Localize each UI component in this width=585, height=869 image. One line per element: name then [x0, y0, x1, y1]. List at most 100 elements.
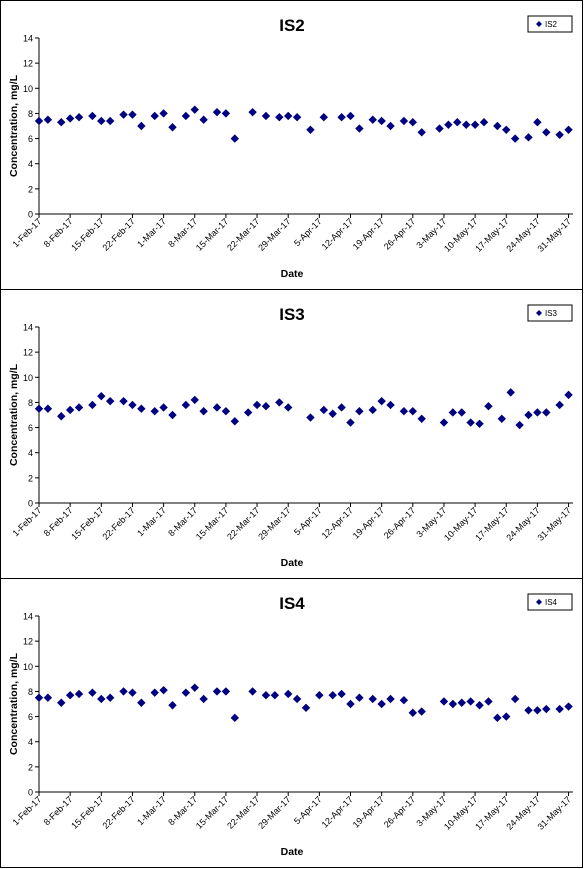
y-tick-label: 4: [28, 737, 33, 747]
x-tick-label: 29-Mar-17: [256, 216, 292, 252]
y-tick-label: 8: [28, 398, 33, 408]
data-point: [301, 703, 311, 712]
legend-box: [527, 15, 573, 33]
legend-box: [527, 593, 573, 611]
data-point: [399, 696, 409, 705]
data-point: [57, 118, 66, 127]
data-point: [128, 400, 137, 410]
data-point: [284, 689, 293, 699]
data-point: [190, 683, 199, 692]
x-tick-label: 15-Mar-17: [194, 216, 230, 252]
x-tick-label: 12-Apr-17: [320, 794, 355, 829]
data-point: [97, 694, 106, 704]
data-point: [346, 111, 355, 121]
data-point: [493, 121, 502, 131]
x-tick-label: 15-Mar-17: [194, 794, 230, 830]
data-point: [168, 123, 177, 132]
data-point: [261, 111, 271, 121]
data-point: [564, 702, 573, 711]
data-point: [386, 694, 395, 704]
data-point: [328, 409, 337, 418]
x-tick-label: 29-Mar-17: [256, 505, 292, 541]
data-point: [408, 118, 417, 127]
y-tick-label: 2: [28, 762, 33, 772]
data-point: [475, 701, 484, 710]
data-point: [555, 130, 564, 139]
y-axis-title: Concentration, mg/L: [8, 652, 20, 755]
data-point: [212, 403, 222, 412]
data-point: [243, 408, 253, 417]
data-point: [150, 111, 159, 121]
chart-title-is3: IS3: [279, 305, 305, 324]
data-point: [261, 691, 271, 700]
y-tick-label: 8: [28, 109, 33, 119]
x-tick-label: 22-Feb-17: [100, 794, 136, 830]
data-point: [479, 118, 489, 127]
data-point: [328, 691, 337, 700]
chart-panel-is2: IS2 0 2 4 6 8 10 12 14 1-Feb-17 8-Feb-17 15-Feb-17 2…: [0, 0, 583, 290]
legend-marker: [536, 21, 542, 27]
legend-marker: [536, 599, 542, 605]
x-tick-label: 1-Feb-17: [11, 216, 44, 249]
x-tick-label: 22-Mar-17: [225, 216, 261, 252]
x-tick-label: 15-Feb-17: [69, 794, 105, 830]
data-point: [444, 120, 453, 129]
data-point: [221, 109, 231, 118]
data-point: [542, 408, 551, 417]
data-point: [457, 408, 466, 417]
data-point: [221, 687, 231, 696]
data-point: [128, 688, 137, 697]
data-point: [417, 128, 426, 137]
data-point: [43, 115, 53, 124]
x-tick-label: 15-Feb-17: [69, 216, 105, 252]
x-axis-title: Date: [281, 557, 304, 569]
data-point: [457, 698, 466, 707]
data-point: [212, 107, 222, 117]
y-tick-label: 14: [23, 34, 33, 44]
x-tick-label: 15-Mar-17: [194, 505, 230, 541]
data-point: [462, 120, 471, 129]
y-tick-label: 4: [28, 448, 33, 458]
y-tick-label: 6: [28, 712, 33, 722]
data-point: [448, 699, 458, 709]
data-point: [319, 113, 328, 122]
data-point: [368, 115, 377, 124]
legend-is2: IS2: [527, 15, 573, 33]
data-point: [34, 404, 44, 413]
data-point: [74, 403, 84, 412]
data-point: [337, 113, 346, 122]
data-point: [493, 713, 502, 723]
data-point: [448, 408, 458, 417]
data-point: [181, 111, 191, 121]
data-point: [515, 420, 524, 430]
data-point: [128, 110, 137, 119]
y-tick-label: 0: [28, 788, 33, 798]
data-point: [97, 116, 106, 126]
data-point: [555, 704, 564, 714]
x-tick-label: 1-Feb-17: [11, 505, 44, 538]
data-point: [137, 121, 146, 131]
data-point: [284, 403, 293, 412]
data-point: [292, 694, 302, 704]
data-point: [377, 396, 386, 406]
data-point: [275, 113, 284, 122]
y-axis-title: Concentration, mg/L: [8, 74, 20, 177]
data-point: [306, 125, 315, 134]
data-point: [199, 694, 208, 704]
data-point: [319, 405, 328, 415]
x-tick-label: 22-Feb-17: [100, 216, 136, 252]
data-point: [150, 688, 159, 697]
data-point: [368, 694, 377, 704]
data-point: [346, 699, 355, 709]
x-tick-label: 12-Apr-17: [320, 505, 355, 540]
legend-label: IS4: [545, 598, 558, 607]
data-point: [386, 400, 395, 410]
data-point: [65, 114, 75, 123]
data-point: [542, 128, 551, 137]
x-tick-label: 12-Apr-17: [320, 216, 355, 251]
x-tick-label: 19-Apr-17: [351, 794, 386, 829]
data-point: [510, 694, 520, 704]
data-point: [368, 405, 377, 415]
data-point: [346, 418, 355, 427]
data-point: [506, 388, 515, 397]
